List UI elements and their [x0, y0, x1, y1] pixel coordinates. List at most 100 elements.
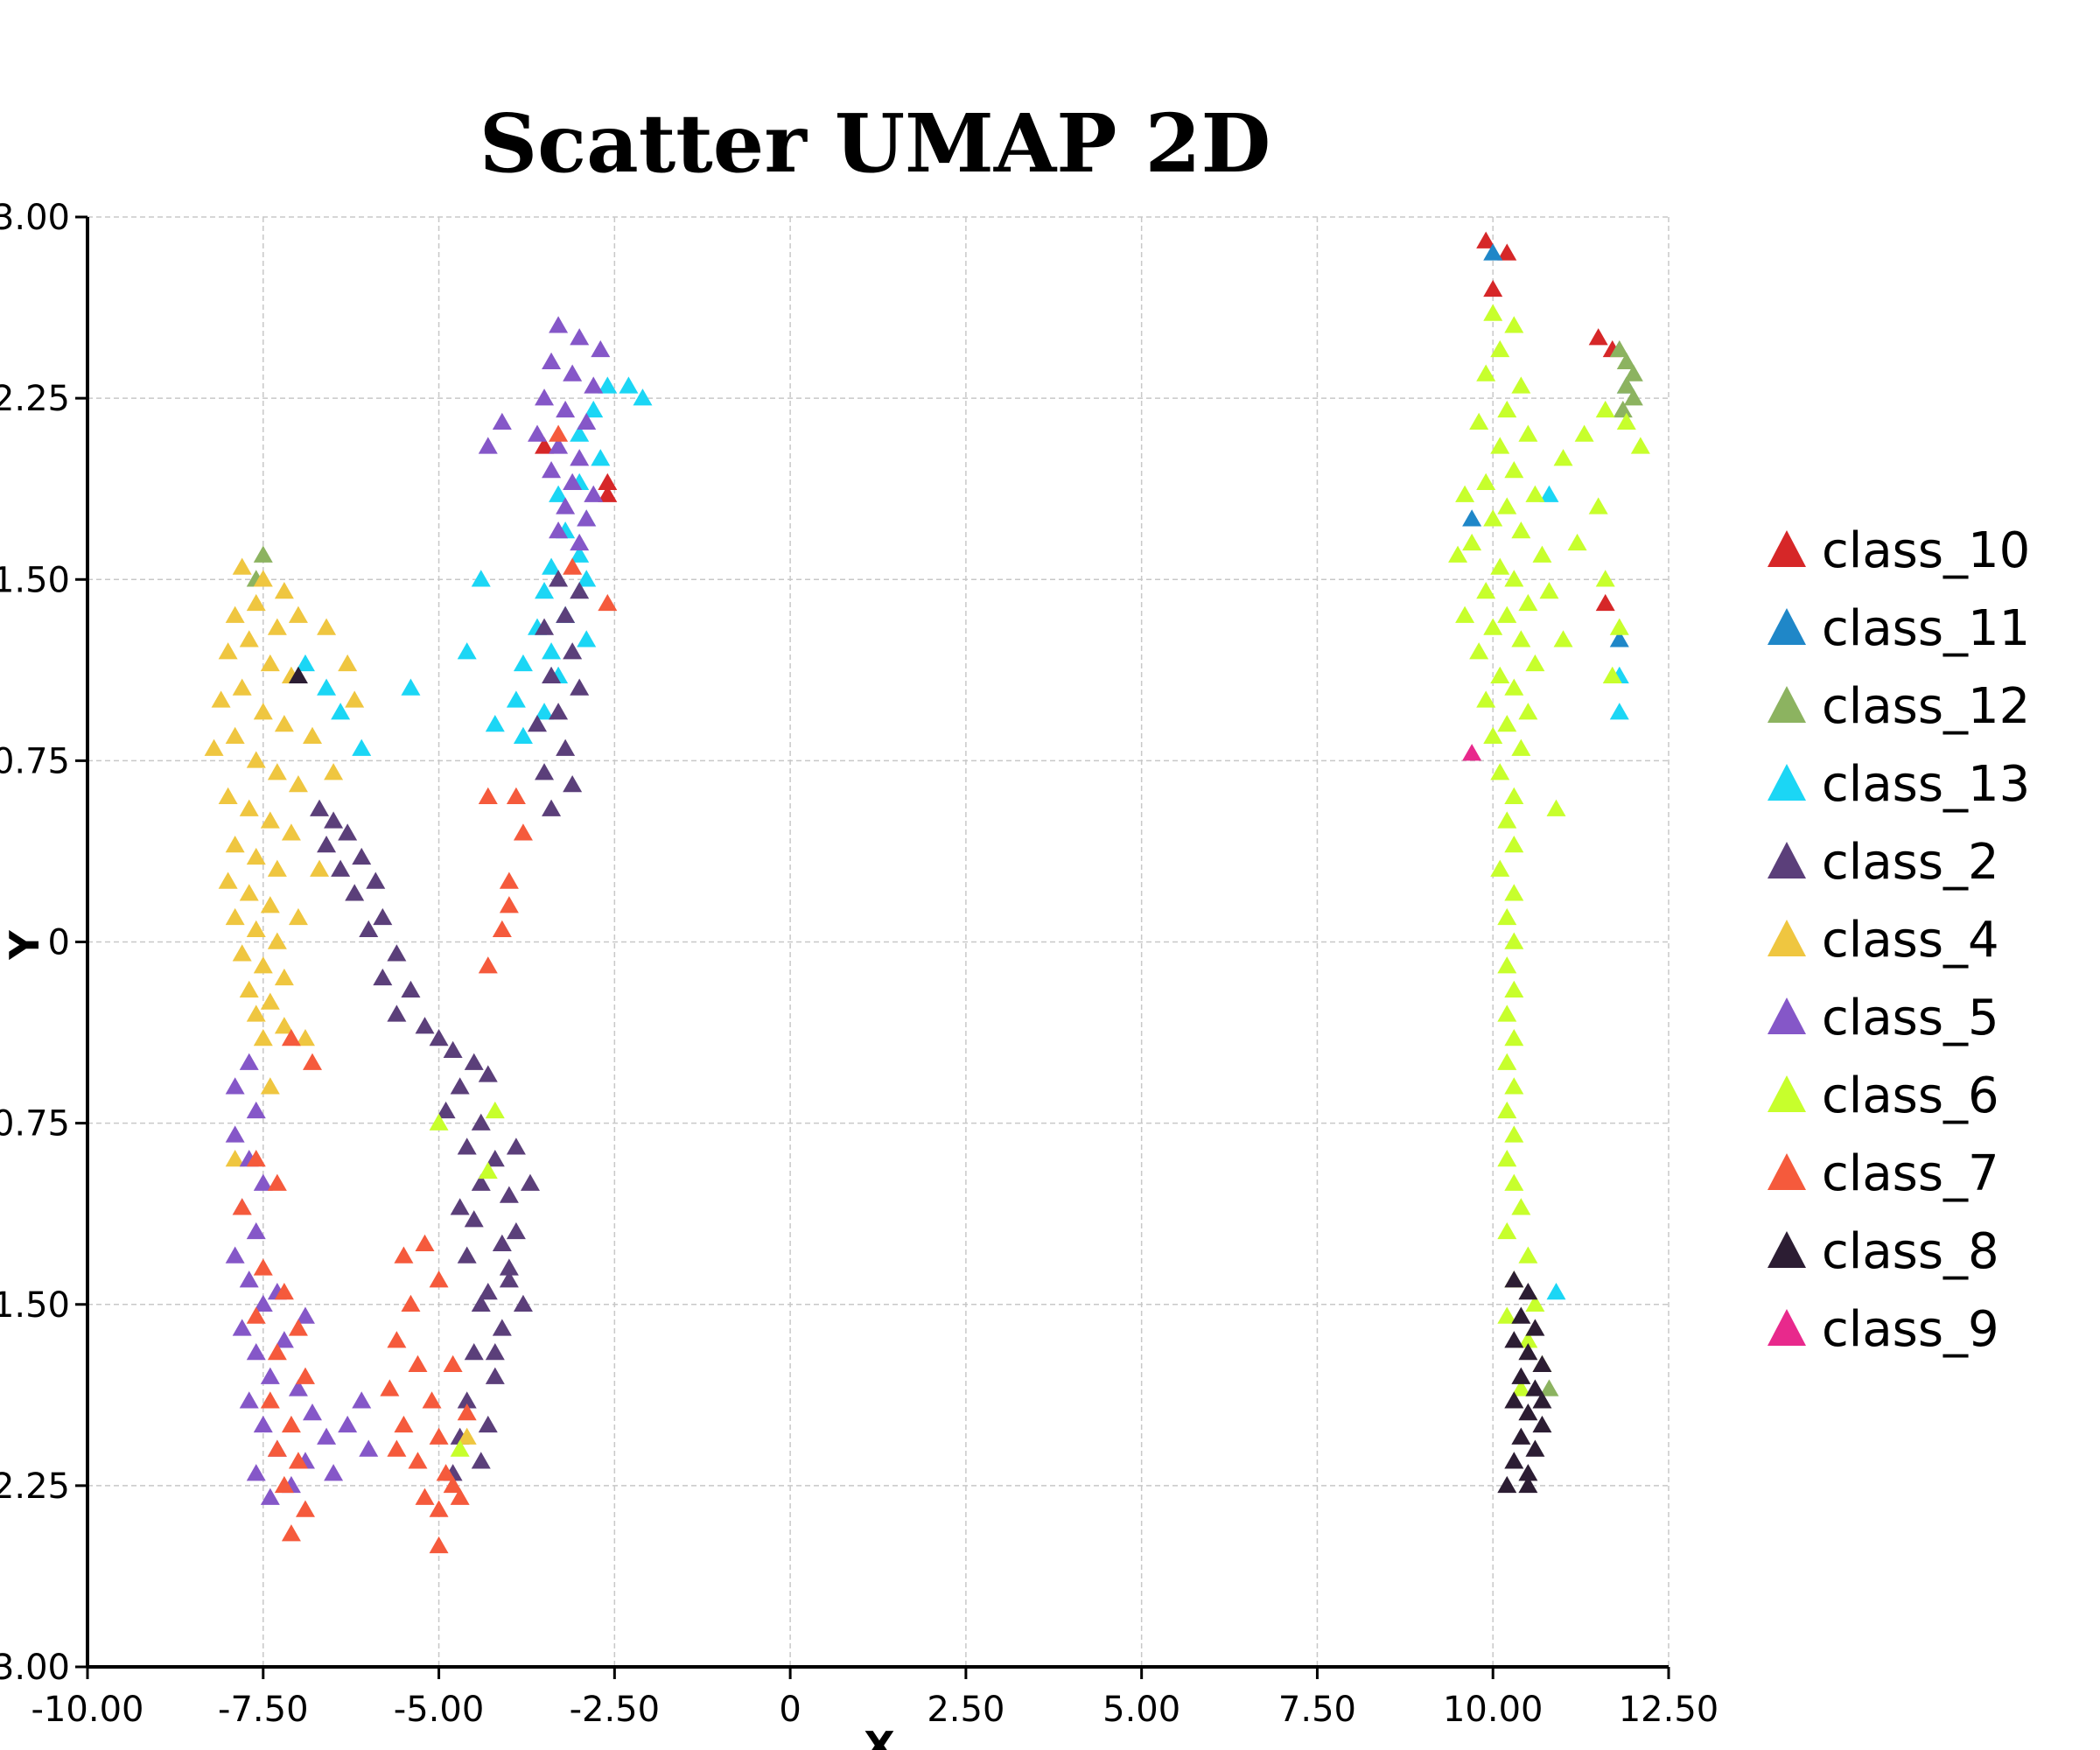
data-point-class-7 — [246, 1306, 266, 1324]
data-point-class-2 — [324, 811, 344, 829]
legend-label: class_6 — [1822, 1068, 1999, 1124]
data-point-class-13 — [577, 630, 597, 648]
data-point-class-10 — [535, 437, 555, 454]
data-point-class-6 — [1497, 811, 1517, 829]
data-point-class-11 — [1483, 243, 1503, 261]
data-point-class-2 — [563, 642, 583, 660]
data-point-class-2 — [471, 1113, 491, 1130]
legend-label: class_8 — [1822, 1223, 1999, 1280]
data-point-class-4 — [324, 763, 344, 780]
data-point-class-4 — [274, 582, 294, 599]
data-point-class-7 — [598, 593, 618, 612]
data-point-class-6 — [1476, 364, 1496, 382]
data-point-class-6 — [1497, 1101, 1517, 1119]
legend-label: class_12 — [1822, 678, 2030, 735]
data-point-class-7 — [394, 1246, 414, 1264]
data-point-class-6 — [1483, 618, 1503, 635]
y-tick-label: 1.50 — [0, 560, 70, 600]
legend-label: class_2 — [1822, 834, 1999, 891]
data-point-class-6 — [1504, 884, 1524, 901]
data-point-class-8 — [1518, 1342, 1538, 1361]
data-point-class-10 — [1588, 328, 1608, 346]
data-point-class-9 — [1462, 744, 1482, 761]
x-tick-label: -2.50 — [570, 1690, 661, 1730]
data-point-class-8 — [1518, 1282, 1538, 1300]
data-point-class-4 — [267, 618, 287, 635]
data-point-class-6 — [1462, 533, 1482, 551]
axes: -10.00 -7.50 -5.00 -2.50 0 2.50 5.00 7.50 10.00 1… — [0, 198, 1718, 1730]
data-point-class-2 — [345, 884, 365, 901]
data-point-class-4 — [239, 884, 259, 901]
data-point-class-5 — [246, 1222, 266, 1240]
data-point-class-7 — [443, 1475, 463, 1494]
data-point-class-6 — [1518, 703, 1538, 720]
chart-title: Scatter UMAP 2D — [480, 96, 1271, 191]
data-point-class-10 — [1476, 231, 1496, 248]
data-point-class-7 — [267, 1342, 287, 1361]
data-point-class-5 — [359, 1439, 379, 1457]
data-point-class-5 — [478, 437, 498, 454]
data-point-class-7 — [281, 1524, 301, 1542]
data-point-class-8 — [1504, 1452, 1524, 1469]
data-point-class-6 — [1469, 412, 1489, 430]
legend-label: class_10 — [1822, 522, 2030, 579]
data-point-class-6 — [1490, 340, 1510, 358]
data-point-class-6 — [1518, 1246, 1538, 1264]
data-point-class-6 — [1504, 1077, 1524, 1095]
data-point-class-8 — [1532, 1354, 1552, 1373]
data-point-class-13 — [542, 557, 562, 575]
data-point-class-8 — [1518, 1464, 1538, 1481]
data-point-class-7 — [408, 1354, 428, 1373]
data-point-class-2 — [387, 944, 407, 962]
x-tick-label: 0 — [779, 1690, 801, 1730]
data-point-class-6 — [1525, 654, 1545, 672]
data-point-class-5 — [352, 1391, 372, 1409]
data-point-class-8 — [1525, 1379, 1545, 1396]
data-point-class-6 — [1455, 606, 1475, 623]
data-point-class-5 — [542, 352, 562, 369]
data-point-class-7 — [443, 1354, 463, 1373]
data-point-class-5 — [246, 1464, 266, 1481]
data-point-class-6 — [1504, 460, 1524, 479]
data-point-class-12 — [1623, 364, 1643, 382]
data-point-class-2 — [492, 1234, 512, 1251]
x-tick-label: -5.00 — [394, 1690, 485, 1730]
data-point-class-6 — [1532, 545, 1552, 563]
data-point-class-7 — [246, 1150, 266, 1167]
data-point-class-4 — [225, 907, 245, 926]
data-point-class-5 — [246, 1342, 266, 1361]
data-point-class-2 — [457, 1138, 477, 1155]
data-point-class-5 — [253, 1294, 273, 1312]
data-point-class-13 — [1539, 485, 1559, 502]
data-point-class-2 — [366, 872, 386, 889]
data-point-class-13 — [457, 642, 477, 660]
x-tick-label: 5.00 — [1102, 1690, 1180, 1730]
data-point-class-5 — [239, 1391, 259, 1409]
data-point-class-13 — [570, 545, 590, 563]
data-point-class-5 — [549, 437, 569, 454]
data-point-class-2 — [549, 703, 569, 720]
legend-marker-class-6 — [1768, 1075, 1806, 1112]
data-point-class-7 — [274, 1475, 294, 1494]
data-point-class-6 — [1511, 1379, 1531, 1396]
data-point-class-13 — [401, 678, 421, 696]
data-point-class-2 — [450, 1198, 470, 1215]
data-point-class-6 — [1490, 437, 1510, 454]
data-point-class-13 — [317, 678, 337, 696]
data-point-class-7 — [387, 1331, 407, 1348]
legend-label: class_11 — [1822, 600, 2030, 657]
data-point-class-2 — [464, 1053, 484, 1070]
data-point-class-5 — [570, 449, 590, 466]
data-point-class-10 — [598, 485, 618, 502]
data-point-class-6 — [1490, 859, 1510, 877]
data-point-class-6 — [1504, 678, 1524, 696]
data-point-class-4 — [239, 980, 259, 998]
data-point-class-5 — [274, 1331, 294, 1348]
data-point-class-8 — [1497, 1475, 1517, 1494]
data-point-class-6 — [1483, 726, 1503, 745]
data-point-class-7 — [478, 956, 498, 974]
data-point-class-7 — [274, 1282, 294, 1300]
data-point-class-6 — [485, 1101, 505, 1119]
data-point-class-7 — [415, 1234, 435, 1251]
